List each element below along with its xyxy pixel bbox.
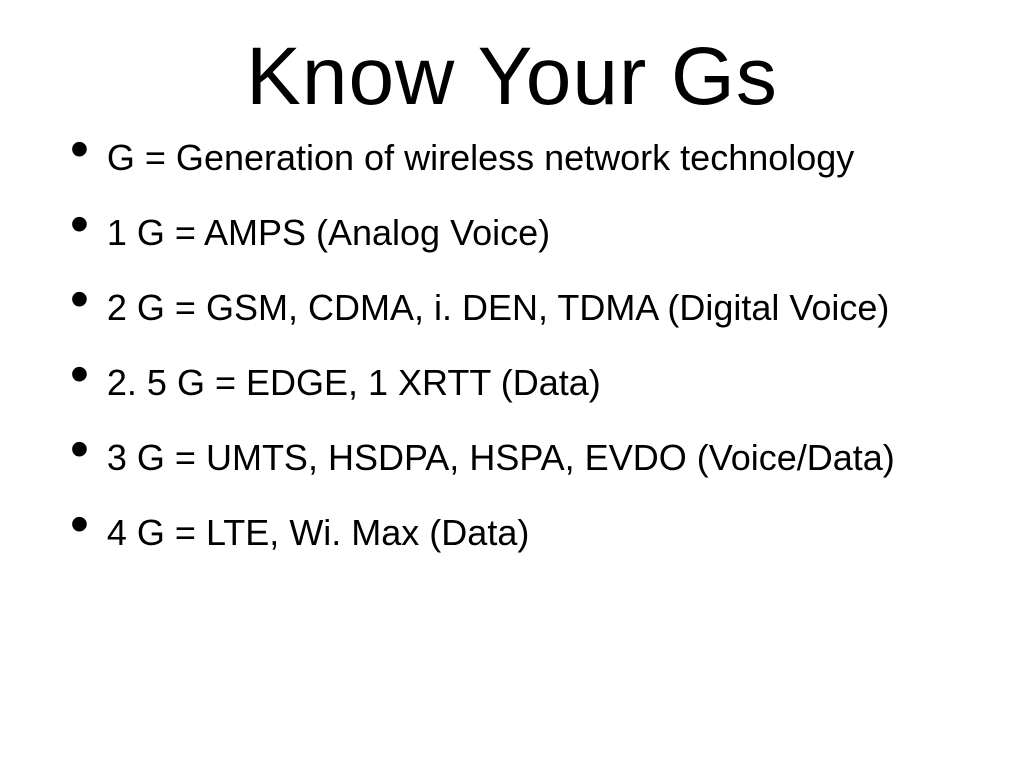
bullet-icon: • [70, 354, 89, 395]
list-item: • 2. 5 G = EDGE, 1 XRTT (Data) [70, 354, 964, 405]
bullet-icon: • [70, 129, 89, 170]
bullet-text: 3 G = UMTS, HSDPA, HSPA, EVDO (Voice/Dat… [107, 429, 895, 480]
slide-title: Know Your Gs [60, 30, 964, 124]
bullet-icon: • [70, 279, 89, 320]
bullet-text: 2 G = GSM, CDMA, i. DEN, TDMA (Digital V… [107, 279, 890, 330]
bullet-text: 1 G = AMPS (Analog Voice) [107, 204, 550, 255]
bullet-text: G = Generation of wireless network techn… [107, 129, 854, 180]
list-item: • G = Generation of wireless network tec… [70, 129, 964, 180]
bullet-text: 2. 5 G = EDGE, 1 XRTT (Data) [107, 354, 601, 405]
bullet-text: 4 G = LTE, Wi. Max (Data) [107, 504, 529, 555]
list-item: • 4 G = LTE, Wi. Max (Data) [70, 504, 964, 555]
bullet-icon: • [70, 204, 89, 245]
list-item: • 3 G = UMTS, HSDPA, HSPA, EVDO (Voice/D… [70, 429, 964, 480]
list-item: • 1 G = AMPS (Analog Voice) [70, 204, 964, 255]
bullet-icon: • [70, 429, 89, 470]
bullet-icon: • [70, 504, 89, 545]
list-item: • 2 G = GSM, CDMA, i. DEN, TDMA (Digital… [70, 279, 964, 330]
bullet-list: • G = Generation of wireless network tec… [60, 129, 964, 555]
